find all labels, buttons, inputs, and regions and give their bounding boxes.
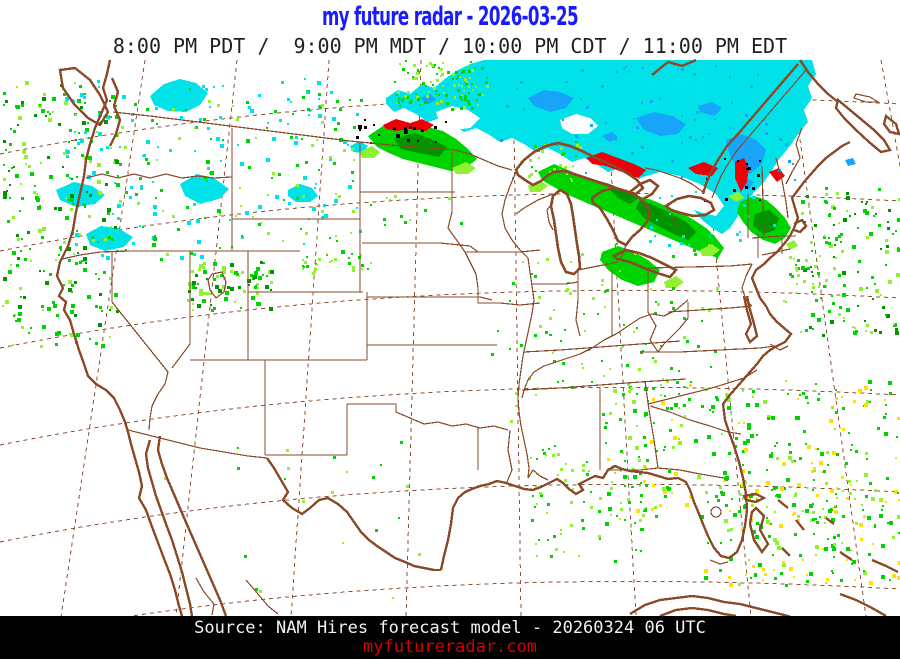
forecast-time-label: 8:00 PM PDT / 9:00 PM MDT / 10:00 PM CDT… (112, 34, 788, 58)
header: my future radar - 2026-03-25 (0, 2, 900, 34)
site-link[interactable]: myfutureradar.com (363, 637, 537, 657)
page-title: my future radar - 2026-03-25 (322, 2, 579, 32)
source-bar: Source: NAM Hires forecast model - 20260… (0, 616, 900, 659)
border-layer (55, 58, 900, 642)
subtitle-row: 8:00 PM PDT / 9:00 PM MDT / 10:00 PM CDT… (0, 34, 900, 60)
source-label: Source: NAM Hires forecast model - 20260… (194, 618, 706, 638)
